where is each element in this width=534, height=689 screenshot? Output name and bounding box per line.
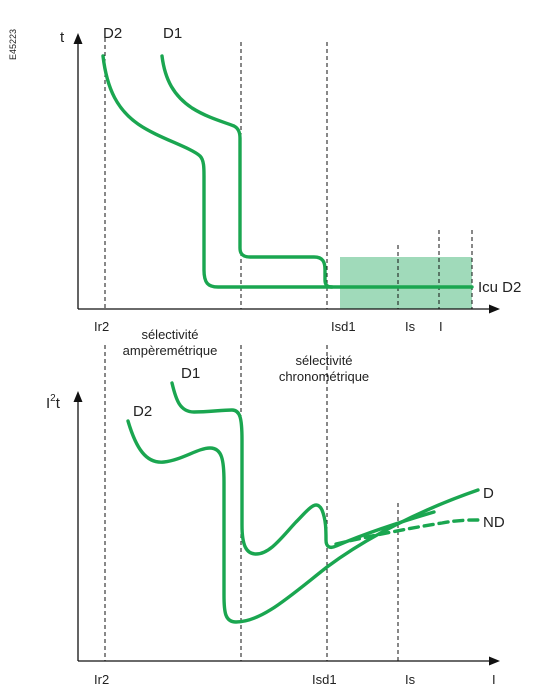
top-x-tick-isd1: Isd1 <box>331 319 356 334</box>
bottom-y-axis-sup: 2 <box>50 393 56 404</box>
amp-zone-line2: ampèremétrique <box>123 343 218 358</box>
bottom-d2-curve <box>126 419 480 624</box>
bottom-d1-curve <box>170 381 436 556</box>
top-d1-label: D1 <box>163 25 182 42</box>
chrono-zone-line2: chronométrique <box>279 369 369 384</box>
bottom-x-tick-isd1: Isd1 <box>312 672 337 687</box>
bottom-chart: I2t D1 D2 D ND Ir2 Isd1 Is I <box>46 345 505 687</box>
bottom-d2-label: D2 <box>133 403 152 420</box>
bottom-y-axis-label: I2t <box>46 393 61 412</box>
zone-labels: sélectivité ampèremétrique sélectivité c… <box>123 327 369 384</box>
top-d2-curve <box>101 54 474 289</box>
top-y-axis-label: t <box>60 29 65 46</box>
top-d1-curve <box>160 54 334 289</box>
icu-d2-label: Icu D2 <box>478 279 521 296</box>
bottom-y-axis-base: I <box>46 395 50 412</box>
top-x-tick-i: I <box>439 319 443 334</box>
bottom-x-tick-ir2: Ir2 <box>94 672 109 687</box>
bottom-y-arrow <box>73 391 83 402</box>
top-y-arrow <box>73 33 83 44</box>
top-x-tick-is: Is <box>405 319 416 334</box>
bottom-nd-label: ND <box>483 514 505 531</box>
bottom-y-axis-tail: t <box>56 395 61 412</box>
top-chart: t D2 D1 Icu D2 Ir2 Isd1 Is I <box>60 25 521 334</box>
top-d2-label: D2 <box>103 25 122 42</box>
bottom-x-tick-is: Is <box>405 672 416 687</box>
bottom-nd-curve <box>334 518 480 546</box>
bottom-d-label: D <box>483 485 494 502</box>
reference-code: E45223 <box>8 29 18 60</box>
icu-shaded-zone <box>340 257 472 309</box>
bottom-d1-label: D1 <box>181 365 200 382</box>
bottom-x-tick-i: I <box>492 672 496 687</box>
top-x-arrow <box>489 304 500 314</box>
bottom-x-arrow <box>489 656 500 666</box>
chrono-zone-line1: sélectivité <box>295 353 352 368</box>
top-x-tick-ir2: Ir2 <box>94 319 109 334</box>
amp-zone-line1: sélectivité <box>141 327 198 342</box>
